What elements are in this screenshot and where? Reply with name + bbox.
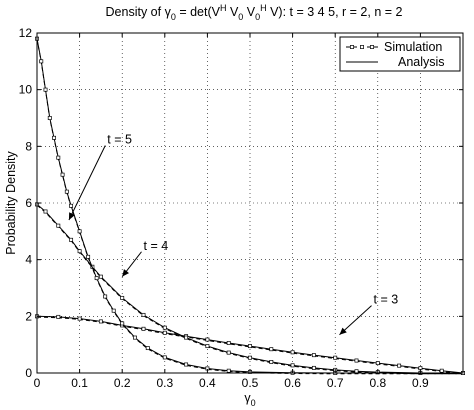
legend: Simulation Analysis: [339, 36, 461, 72]
legend-simulation-label: Simulation: [384, 40, 442, 54]
x-tick-label-9: 0.9: [412, 376, 429, 390]
annotation-arrowhead-t4: [122, 269, 130, 277]
simulation-point-t4-11: [205, 344, 210, 349]
simulation-point-t4-12: [226, 350, 231, 355]
simulation-point-t5-16: [145, 346, 150, 351]
annotation-arrow-t3: [339, 305, 372, 336]
simulation-point-t4-14: [269, 360, 274, 364]
y-tick-label-1: 2: [25, 309, 32, 323]
x-tick-label-0: 0: [34, 376, 41, 390]
simulation-point-t3-16: [375, 361, 380, 366]
simulation-point-t4-16: [311, 365, 316, 370]
simulation-point-t5-2: [43, 87, 48, 92]
simulation-point-t3-14: [333, 355, 338, 360]
legend-simulation-marker-0: [350, 45, 354, 49]
y-tick-label-3: 6: [25, 196, 32, 210]
simulation-curve-t4: [36, 204, 463, 375]
x-tick-label-4: 0.4: [199, 376, 216, 390]
simulation-point-t5-8: [69, 203, 74, 208]
simulation-point-t3-10: [248, 344, 252, 349]
simulation-point-t4-18: [354, 369, 359, 374]
x-tick-label-6: 0.6: [284, 376, 301, 390]
y-tick-label-2: 4: [25, 253, 32, 267]
x-tick-label-7: 0.7: [327, 376, 344, 390]
simulation-point-t3-8: [205, 337, 210, 342]
x-tick-label-8: 0.8: [369, 376, 386, 390]
y-tick-label-5: 10: [19, 83, 33, 97]
grid-lines: [37, 33, 463, 373]
simulation-point-t5-3: [47, 116, 52, 120]
chart-title: Density of γ0 = det(VH V0 V0H V): t = 3 …: [106, 3, 403, 22]
simulation-point-t5-17: [162, 355, 167, 360]
simulation-point-t3-6: [162, 330, 167, 335]
y-axis-label: Probability Density: [4, 150, 18, 254]
simulation-point-t4-10: [184, 335, 189, 340]
simulation-point-t4-7: [120, 295, 125, 300]
simulation-point-t4-3: [69, 237, 74, 242]
simulation-point-t3-3: [98, 319, 103, 324]
analysis-curve-t4: [36, 204, 463, 374]
legend-box: [339, 36, 461, 72]
x-tick-label-1: 0.1: [71, 376, 88, 390]
simulation-point-t3-15: [354, 358, 359, 363]
annotation-arrowhead-t3: [339, 327, 347, 335]
y-tick-label-0: 0: [25, 366, 32, 380]
simulation-point-t5-1: [39, 59, 44, 64]
simulation-point-t5-10: [86, 254, 91, 259]
annotation-arrowhead-t5: [68, 212, 75, 220]
simulation-point-t4-6: [98, 274, 103, 279]
simulation-point-t3-9: [226, 341, 231, 345]
simulation-point-t3-5: [141, 326, 146, 331]
simulation-point-t4-2: [56, 223, 61, 228]
axis-ticks: 0 0.1 0.2 0.3 0.4 0.5 0.6 0.7 0.8 0.9 0 2 4 6 8 10 12: [19, 26, 463, 390]
simulation-point-t5-12: [103, 294, 108, 299]
legend-simulation-marker-2: [370, 45, 374, 49]
x-tick-label-2: 0.2: [114, 376, 131, 390]
legend-simulation-marker-1: [360, 45, 364, 49]
simulation-point-t4-1: [43, 209, 48, 214]
simulation-point-t5-14: [120, 321, 125, 326]
simulation-point-t5-18: [184, 362, 189, 367]
simulation-curve-t3: [36, 316, 464, 375]
x-tick-label-3: 0.3: [156, 376, 173, 390]
simulation-point-t3-2: [77, 316, 82, 321]
simulation-point-t5-13: [111, 308, 116, 313]
simulation-point-t3-17: [397, 363, 402, 368]
x-tick-label-5: 0.5: [242, 376, 259, 390]
legend-analysis-label: Analysis: [398, 55, 445, 69]
simulation-point-t5-9: [77, 229, 82, 234]
simulation-point-t3-11: [269, 347, 274, 352]
simulation-point-t4-4: [77, 249, 82, 254]
simulation-point-t4-13: [248, 355, 252, 360]
y-tick-label-4: 8: [25, 139, 32, 153]
simulation-point-t5-6: [60, 172, 65, 177]
simulation-point-t4-8: [141, 312, 146, 317]
simulation-point-t5-5: [56, 155, 61, 160]
annotations-group: t = 5 t = 4 t = 3: [68, 133, 399, 336]
simulation-point-t3-12: [290, 350, 295, 355]
simulation-point-t5-15: [133, 335, 137, 340]
simulation-point-t5-11: [94, 276, 99, 281]
simulation-point-t4-9: [162, 325, 167, 330]
simulation-point-t3-1: [56, 314, 61, 319]
y-tick-label-6: 12: [19, 26, 33, 40]
x-axis-label: γ0: [244, 391, 255, 408]
simulation-point-t3-13: [311, 353, 316, 358]
annotation-label-t3: t = 3: [374, 293, 399, 307]
simulation-point-t5-4: [52, 135, 56, 140]
legend-simulation-sample: [346, 45, 378, 49]
simulation-point-t5-7: [64, 189, 69, 194]
annotation-label-t5: t = 5: [107, 133, 132, 147]
annotation-arrow-t5: [68, 145, 106, 221]
annotation-label-t4: t = 4: [144, 239, 169, 253]
simulation-point-t5-20: [226, 368, 231, 373]
simulation-point-t4-15: [290, 363, 295, 368]
simulation-point-t3-19: [439, 368, 444, 373]
